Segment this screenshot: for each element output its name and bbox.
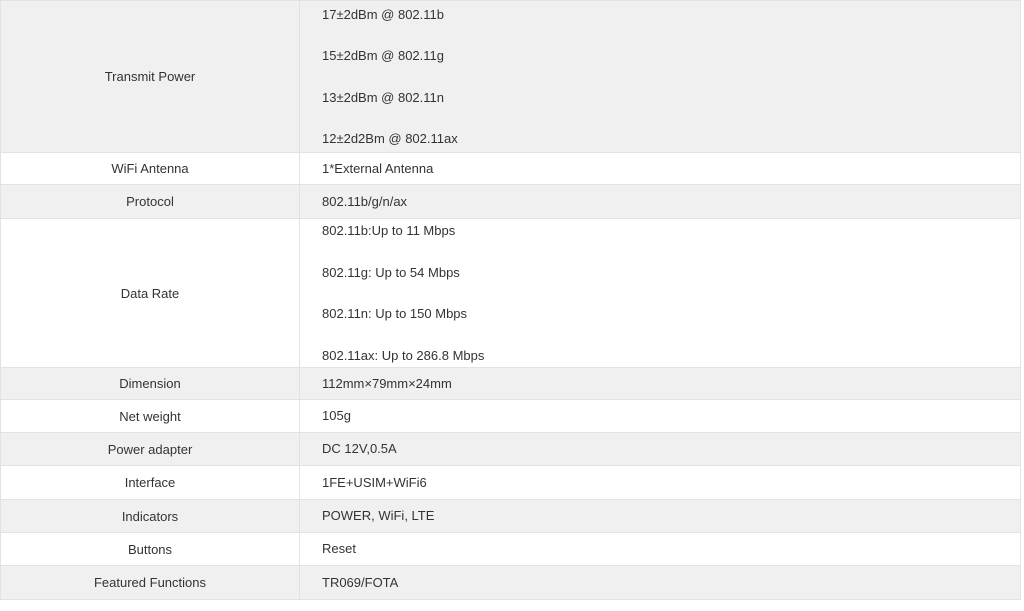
spec-value-cell: 802.11b/g/n/ax — [300, 185, 1020, 218]
spec-label: Net weight — [119, 408, 181, 424]
table-row-featured-functions: Featured Functions TR069/FOTA — [1, 566, 1020, 600]
spec-value-line: 802.11n: Up to 150 Mbps — [322, 306, 468, 321]
specification-table: Transmit Power 17±2dBm @ 802.11b 15±2dBm… — [0, 0, 1021, 600]
spec-label-cell: Dimension — [1, 368, 300, 399]
table-row-buttons: Buttons Reset — [1, 533, 1020, 566]
spec-value-line: 802.11ax: Up to 286.8 Mbps — [322, 347, 485, 363]
spec-value-line: 1*External Antenna — [322, 160, 434, 176]
table-row-net-weight: Net weight 105g — [1, 400, 1020, 433]
spec-label: WiFi Antenna — [111, 161, 189, 176]
spec-value-cell: DC 12V,0.5A — [300, 433, 1020, 465]
spec-value-line: 802.11b/g/n/ax — [322, 193, 408, 209]
table-row-transmit-power: Transmit Power 17±2dBm @ 802.11b 15±2dBm… — [1, 1, 1020, 153]
spec-label: Buttons — [127, 541, 173, 557]
spec-label: Transmit Power — [104, 69, 196, 84]
spec-label: Indicators — [121, 508, 179, 524]
spec-value-cell: 17±2dBm @ 802.11b 15±2dBm @ 802.11g 13±2… — [300, 1, 1020, 152]
table-row-wifi-antenna: WiFi Antenna 1*External Antenna — [1, 153, 1020, 185]
spec-label: Featured Functions — [93, 575, 206, 590]
spec-label-cell: Protocol — [1, 185, 300, 218]
spec-value-line: 112mm×79mm×24mm — [322, 375, 452, 391]
spec-value-line: 13±2dBm @ 802.11n — [322, 89, 445, 105]
spec-label-cell: Net weight — [1, 400, 300, 432]
spec-value-line: TR069/FOTA — [322, 574, 399, 590]
spec-value-cell: Reset — [300, 533, 1020, 565]
spec-value-line: 1FE+USIM+WiFi6 — [322, 474, 427, 490]
spec-label-cell: Transmit Power — [1, 1, 300, 152]
spec-value-line: Reset — [322, 541, 356, 557]
spec-value-cell: 1FE+USIM+WiFi6 — [300, 466, 1020, 499]
table-row-dimension: Dimension 112mm×79mm×24mm — [1, 368, 1020, 400]
spec-label-cell: Interface — [1, 466, 300, 499]
table-row-interface: Interface 1FE+USIM+WiFi6 — [1, 466, 1020, 500]
table-row-indicators: Indicators POWER, WiFi, LTE — [1, 500, 1020, 533]
spec-label: Power adapter — [107, 441, 193, 457]
spec-value-line: DC 12V,0.5A — [322, 441, 397, 457]
spec-value-cell: 112mm×79mm×24mm — [300, 368, 1020, 399]
table-row-data-rate: Data Rate 802.11b:Up to 11 Mbps 802.11g:… — [1, 219, 1020, 368]
spec-label-cell: Buttons — [1, 533, 300, 565]
spec-label: Data Rate — [120, 285, 180, 301]
spec-label-cell: Featured Functions — [1, 566, 300, 599]
spec-label-cell: WiFi Antenna — [1, 153, 300, 184]
spec-value-cell: 105g — [300, 400, 1020, 432]
spec-label: Interface — [124, 475, 176, 490]
spec-value-line: 105g — [322, 408, 351, 424]
spec-value-cell: 802.11b:Up to 11 Mbps 802.11g: Up to 54 … — [300, 219, 1020, 367]
spec-value-cell: 1*External Antenna — [300, 153, 1020, 184]
spec-label: Protocol — [126, 194, 174, 209]
spec-label-cell: Data Rate — [1, 219, 300, 367]
spec-value-line: 802.11g: Up to 54 Mbps — [322, 264, 460, 280]
spec-value-line: 12±2d2Bm @ 802.11ax — [322, 131, 458, 146]
spec-value-line: 15±2dBm @ 802.11g — [322, 48, 445, 63]
table-row-protocol: Protocol 802.11b/g/n/ax — [1, 185, 1020, 219]
spec-value-line: POWER, WiFi, LTE — [322, 508, 435, 524]
spec-label-cell: Power adapter — [1, 433, 300, 465]
spec-label: Dimension — [119, 376, 181, 391]
spec-value-line: 802.11b:Up to 11 Mbps — [322, 223, 456, 238]
spec-value-line: 17±2dBm @ 802.11b — [322, 6, 445, 22]
table-row-power-adapter: Power adapter DC 12V,0.5A — [1, 433, 1020, 466]
spec-value-cell: POWER, WiFi, LTE — [300, 500, 1020, 532]
spec-label-cell: Indicators — [1, 500, 300, 532]
spec-value-cell: TR069/FOTA — [300, 566, 1020, 599]
